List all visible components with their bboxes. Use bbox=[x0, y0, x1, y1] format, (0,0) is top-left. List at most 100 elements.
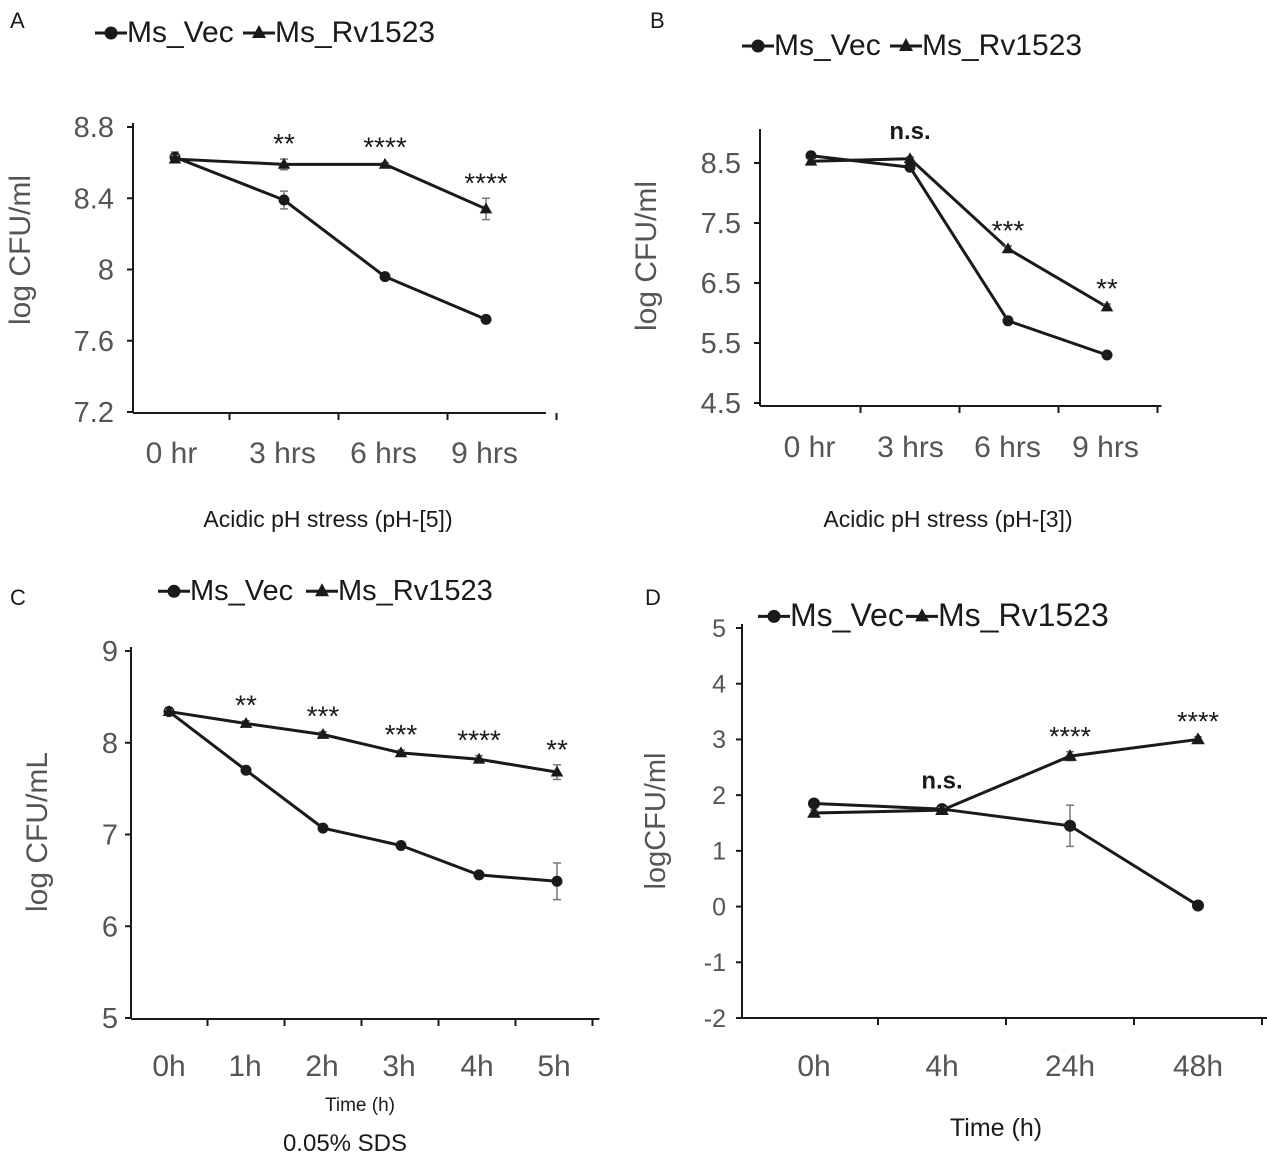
legend-label: Ms_Rv1523 bbox=[922, 29, 1082, 62]
data-point bbox=[904, 161, 916, 173]
y-tick-label: -2 bbox=[704, 1005, 726, 1033]
x-tick-label: 1h bbox=[228, 1050, 261, 1083]
series-ms-rv1523 bbox=[162, 705, 564, 781]
y-tick-label: 2 bbox=[712, 782, 726, 810]
x-tick-label: 4h bbox=[925, 1050, 958, 1083]
legend-label: Ms_Rv1523 bbox=[338, 575, 493, 607]
data-point bbox=[1002, 315, 1014, 327]
x-axis-label: Time (h) bbox=[325, 1095, 395, 1116]
y-tick-label: 9 bbox=[102, 636, 118, 668]
y-tick-label: 8.4 bbox=[74, 183, 114, 215]
data-point bbox=[278, 194, 290, 206]
data-point bbox=[378, 157, 392, 169]
panel-label: B bbox=[650, 8, 665, 33]
significance-label: ** bbox=[546, 734, 568, 765]
significance-label: ** bbox=[1096, 273, 1118, 304]
legend-label: Ms_Vec bbox=[790, 597, 904, 633]
data-point bbox=[1001, 242, 1015, 254]
y-tick-label: 7.2 bbox=[74, 397, 114, 429]
data-point bbox=[1064, 819, 1076, 832]
data-point bbox=[394, 746, 408, 758]
data-point bbox=[807, 805, 821, 818]
series-line bbox=[813, 802, 1199, 907]
x-tick-label: 24h bbox=[1045, 1050, 1095, 1083]
data-point bbox=[903, 152, 917, 164]
y-tick-label: 5 bbox=[712, 615, 726, 643]
significance-label: **** bbox=[457, 725, 501, 756]
y-tick-label: 8.5 bbox=[701, 148, 741, 180]
series-line bbox=[168, 710, 558, 774]
significance-label: n.s. bbox=[921, 767, 962, 794]
y-tick-label: 6.5 bbox=[701, 268, 741, 300]
panel-d: D -2 -1 0 1 2 3 4 5 0h 4h 24h 48h logCFU/ml Time (h) n.… bbox=[640, 585, 1267, 1142]
x-tick-label: 9 hrs bbox=[451, 437, 518, 470]
series-line bbox=[174, 155, 487, 321]
series-ms-rv1523 bbox=[168, 152, 493, 221]
y-tick-label: 6 bbox=[102, 911, 118, 943]
series-ms-vec bbox=[169, 151, 492, 325]
y-tick-label: 5.5 bbox=[701, 328, 741, 360]
data-point bbox=[239, 717, 253, 728]
data-point bbox=[162, 705, 176, 716]
y-axis-label: log CFU/mL bbox=[21, 752, 54, 912]
series-line bbox=[168, 710, 558, 883]
y-tick-label: 0 bbox=[712, 893, 726, 921]
data-point bbox=[1063, 749, 1077, 761]
significance-label: **** bbox=[464, 167, 508, 198]
legend-marker bbox=[315, 583, 329, 597]
data-point bbox=[277, 157, 291, 169]
x-axis-label: Time (h) bbox=[950, 1114, 1042, 1142]
significance-label: *** bbox=[307, 701, 340, 732]
series-line bbox=[810, 154, 1108, 357]
legend: Ms_Vec Ms_Rv1523 bbox=[758, 597, 1109, 633]
data-point bbox=[935, 803, 949, 815]
y-tick-label: 7 bbox=[102, 820, 118, 852]
legend-marker bbox=[252, 25, 266, 38]
y-tick-label: 4.5 bbox=[701, 388, 741, 420]
data-point bbox=[1191, 732, 1205, 745]
y-tick-label: 7.6 bbox=[74, 326, 114, 358]
panel-b: B 4.5 5.5 6.5 7.5 8.5 0 hr 3 hrs 6 hrs 9 hrs log C… bbox=[630, 8, 1162, 532]
data-point bbox=[317, 822, 329, 834]
series-line bbox=[810, 157, 1108, 309]
y-tick-label: 4 bbox=[712, 670, 726, 698]
panel-a: A 7.2 7.6 8 8.4 8.8 0 hr 3 hrs 6 hrs 9 hrs log CFU… bbox=[4, 8, 558, 532]
x-tick-label: 3h bbox=[382, 1050, 415, 1083]
data-point bbox=[804, 154, 818, 166]
significance-label: ** bbox=[235, 690, 257, 721]
legend: Ms_Vec Ms_Rv1523 bbox=[95, 16, 435, 49]
series-ms-rv1523 bbox=[804, 152, 1114, 312]
y-axis-label: log CFU/ml bbox=[630, 181, 663, 331]
legend-label: Ms_Vec bbox=[127, 16, 234, 49]
legend-label: Ms_Rv1523 bbox=[275, 16, 435, 49]
y-tick-label: 8 bbox=[102, 728, 118, 760]
data-point bbox=[395, 840, 407, 852]
legend-label: Ms_Vec bbox=[190, 575, 293, 607]
data-point bbox=[551, 875, 563, 887]
significance-label: **** bbox=[1177, 707, 1220, 737]
series-ms-vec bbox=[808, 797, 1204, 912]
x-axis-sublabel: 0.05% SDS bbox=[283, 1130, 407, 1157]
x-tick-label: 2h bbox=[305, 1050, 338, 1083]
panel-label: D bbox=[645, 585, 661, 610]
y-tick-label: 1 bbox=[712, 838, 726, 866]
x-tick-label: 6 hrs bbox=[974, 431, 1041, 464]
series-ms-vec bbox=[163, 706, 563, 901]
x-tick-label: 9 hrs bbox=[1072, 431, 1139, 464]
significance-label: *** bbox=[385, 719, 418, 750]
series-line bbox=[174, 157, 487, 211]
legend-marker bbox=[104, 26, 118, 40]
x-tick-label: 0h bbox=[152, 1050, 185, 1083]
legend-marker bbox=[751, 39, 765, 53]
panel-c: C 5 6 7 8 9 0h 1h 2h 3h 4h 5h log CFU/mL Time (h) 0.05… bbox=[10, 575, 600, 1157]
data-point bbox=[1101, 349, 1113, 361]
series-ms-rv1523 bbox=[807, 732, 1205, 818]
data-point bbox=[550, 765, 564, 777]
panel-label: C bbox=[10, 585, 26, 610]
panel-label: A bbox=[10, 8, 25, 33]
x-tick-label: 4h bbox=[460, 1050, 493, 1083]
x-tick-label: 0 hr bbox=[784, 431, 836, 464]
y-tick-label: 3 bbox=[712, 726, 726, 754]
data-point bbox=[379, 271, 391, 283]
